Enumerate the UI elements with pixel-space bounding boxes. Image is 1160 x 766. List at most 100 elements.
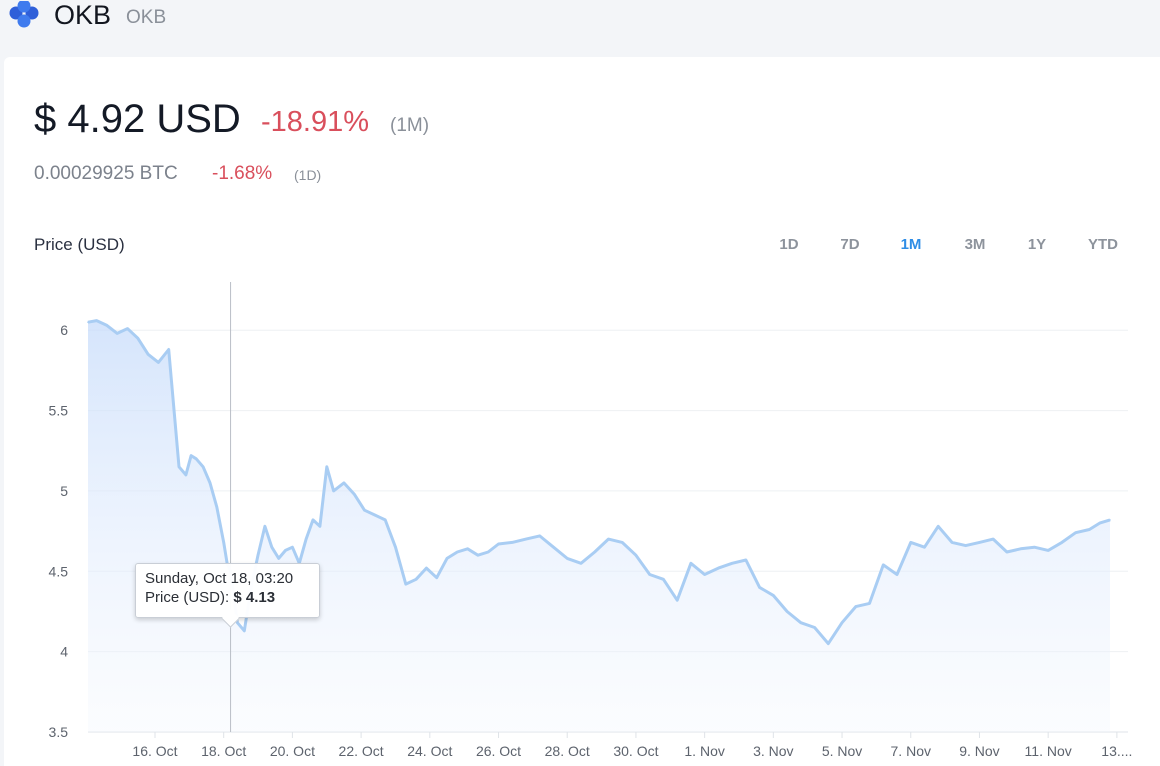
data-point [1006, 551, 1008, 553]
btc-price: 0.00029925 BTC [34, 163, 178, 184]
range-button-1d[interactable]: 1D [779, 236, 799, 253]
data-point [405, 583, 407, 585]
data-point [1019, 548, 1022, 550]
data-point [435, 576, 438, 579]
data-point [772, 594, 775, 597]
data-point [511, 541, 514, 544]
data-point [813, 626, 816, 629]
data-point [827, 642, 830, 645]
data-point [353, 493, 356, 495]
x-axis-labels: 16. Oct 18. Oct 20. Oct 22. Oct 24. Oct 26. O… [132, 743, 1132, 759]
y-tick-label: 4.5 [49, 563, 69, 579]
data-point [868, 602, 871, 605]
data-point [216, 506, 218, 508]
data-point [786, 610, 788, 613]
price-area [88, 320, 1110, 732]
data-point [466, 548, 469, 550]
data-point [291, 546, 294, 548]
data-point [95, 319, 98, 322]
data-point [910, 541, 912, 544]
data-point [758, 586, 761, 589]
data-point [593, 551, 596, 553]
data-point [209, 482, 211, 484]
data-point [185, 474, 187, 476]
y-tick-label: 5 [60, 483, 68, 499]
data-point [195, 458, 197, 460]
data-point [882, 564, 885, 566]
x-tick-label: 18. Oct [201, 743, 246, 759]
x-tick-label: 26. Oct [476, 743, 521, 759]
data-point [137, 337, 139, 340]
data-point [343, 482, 345, 484]
x-tick-label: 30. Oct [613, 743, 658, 759]
data-point [951, 541, 953, 544]
data-point [525, 538, 527, 540]
data-point [332, 490, 335, 492]
data-point [415, 578, 417, 581]
data-point [157, 361, 160, 364]
data-point [87, 321, 89, 324]
data-point [1074, 531, 1077, 534]
x-tick-label: 16. Oct [132, 743, 177, 759]
data-point [621, 541, 623, 544]
price-points [87, 319, 1111, 645]
data-point [1061, 541, 1063, 544]
data-point [937, 525, 939, 528]
range-button-7d[interactable]: 7D [840, 236, 860, 253]
data-point [284, 549, 287, 552]
range-button-1y[interactable]: 1Y [1027, 236, 1047, 253]
tooltip-value: $ 4.13 [233, 589, 276, 606]
usd-price-change: -18.91% [261, 106, 370, 138]
data-point [202, 466, 204, 468]
data-point [841, 621, 843, 624]
tooltip-date: Sunday, Oct 18, 03:20 [145, 570, 294, 587]
btc-change-period: (1D) [294, 167, 322, 183]
data-point [1109, 519, 1111, 521]
x-tick-label: 11. Nov [1025, 743, 1072, 759]
y-tick-label: 5.5 [49, 403, 69, 419]
x-tick-label: 9. Nov [959, 743, 999, 759]
header-bar: OKB OKB [0, 0, 1160, 50]
x-tick-label: 22. Oct [339, 743, 384, 759]
data-point [178, 466, 180, 468]
data-point [477, 554, 479, 556]
range-button-ytd[interactable]: YTD [1088, 236, 1118, 253]
data-point [978, 541, 981, 544]
data-point [277, 557, 280, 560]
data-point [319, 525, 321, 528]
x-tick-label: 24. Oct [407, 743, 452, 759]
data-point [271, 546, 273, 548]
data-point [717, 567, 720, 569]
x-tick-label: 1. Nov [684, 743, 724, 759]
data-point [497, 543, 500, 545]
data-point [538, 535, 541, 537]
y-axis-labels: 6 5.5 5 4.5 4 3.5 [49, 322, 69, 740]
data-point [690, 562, 692, 565]
data-point [190, 454, 192, 457]
data-point [326, 466, 328, 468]
data-point [257, 554, 259, 556]
data-point [1047, 549, 1049, 552]
coin-ticker: OKB [126, 7, 167, 28]
data-point [243, 630, 246, 632]
data-point [236, 621, 239, 624]
tooltip-label: Price (USD): [145, 589, 234, 606]
data-point [552, 546, 555, 548]
data-point [456, 551, 459, 553]
data-point [635, 554, 637, 556]
data-point [487, 551, 490, 553]
data-point [1098, 522, 1101, 524]
data-point [580, 562, 582, 565]
data-point [992, 538, 994, 540]
range-button-3m[interactable]: 3M [964, 236, 986, 253]
data-point [116, 332, 118, 335]
data-point [1033, 546, 1036, 548]
data-point [607, 538, 610, 540]
range-button-1m[interactable]: 1M [900, 236, 922, 253]
data-point [384, 519, 387, 521]
data-point [446, 557, 448, 560]
x-tick-label: 7. Nov [891, 743, 931, 759]
data-point [676, 599, 678, 601]
data-point [425, 567, 428, 569]
